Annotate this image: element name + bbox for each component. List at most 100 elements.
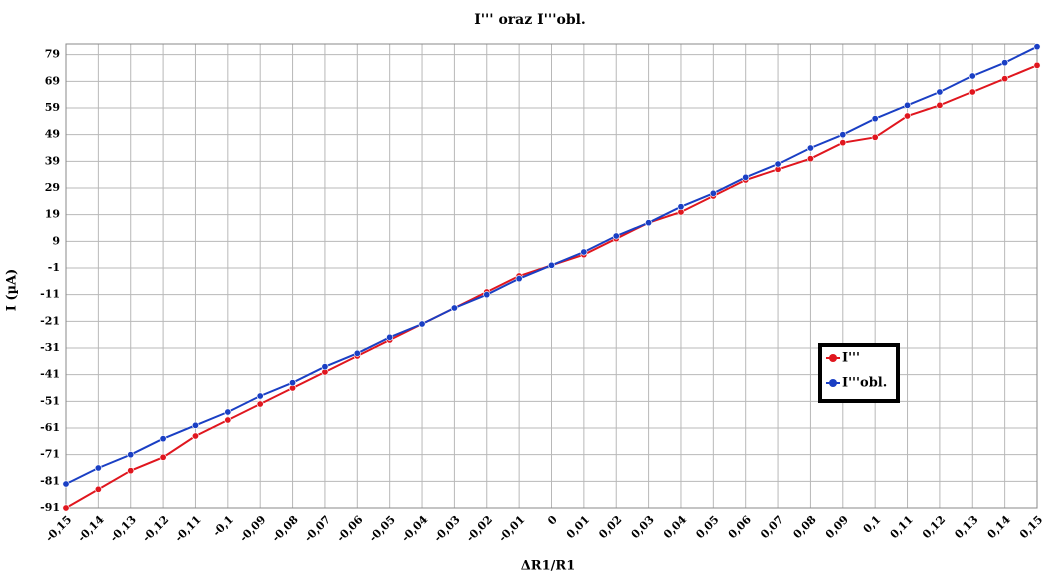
x-tick-label: 0,12: [920, 513, 948, 541]
x-axis-label: ΔR1/R1: [521, 559, 576, 574]
y-tick-label: 49: [45, 128, 60, 141]
data-point: [224, 408, 232, 416]
data-point: [806, 155, 814, 163]
data-point: [127, 467, 135, 475]
y-tick-label: -1: [48, 261, 60, 274]
data-point: [450, 304, 458, 312]
y-tick-label: -71: [40, 448, 60, 461]
x-tick-label: 0: [545, 513, 560, 528]
data-point: [1033, 61, 1041, 69]
x-tick-label: -0,11: [172, 513, 203, 544]
y-tick-label: -51: [40, 394, 60, 407]
y-tick-label: 59: [45, 101, 60, 114]
data-point: [1001, 59, 1009, 67]
data-point: [256, 400, 264, 408]
data-point: [191, 421, 199, 429]
data-point: [224, 416, 232, 424]
x-tick-label: 0,07: [758, 513, 786, 541]
data-point: [159, 435, 167, 443]
data-point: [191, 432, 199, 440]
y-tick-label: 39: [45, 154, 60, 167]
x-tick-label: 0,06: [726, 513, 754, 541]
data-point: [904, 112, 912, 120]
x-tick-label: -0,08: [269, 513, 301, 545]
data-point: [936, 88, 944, 96]
x-tick-label: -0,15: [43, 513, 74, 544]
data-point: [94, 485, 102, 493]
data-point: [839, 139, 847, 147]
data-point: [612, 232, 620, 240]
data-point: [515, 275, 523, 283]
plot-frame: [65, 43, 1038, 509]
x-tick-label: 0,11: [888, 513, 916, 541]
y-tick-label: 29: [45, 181, 60, 194]
x-tick-label: -0,01: [496, 513, 527, 544]
x-tick-label: -0,02: [464, 513, 495, 544]
x-tick-label: -0,14: [75, 513, 107, 545]
data-point: [871, 133, 879, 141]
data-point: [256, 392, 264, 400]
data-point: [483, 291, 491, 299]
data-point: [386, 333, 394, 341]
data-point: [580, 248, 588, 256]
data-point: [904, 101, 912, 109]
x-tick-label: -0,06: [334, 513, 366, 545]
x-tick-label: 0,01: [564, 513, 592, 541]
legend-swatch: [829, 354, 837, 362]
x-tick-label: 0,09: [823, 513, 851, 541]
data-point: [62, 504, 70, 512]
data-point: [936, 101, 944, 109]
data-point: [418, 320, 426, 328]
data-point: [806, 144, 814, 152]
x-tick-label: -0,05: [367, 513, 398, 544]
legend-label: I'''obl.: [842, 376, 887, 391]
y-tick-label: -61: [40, 421, 60, 434]
data-point: [321, 363, 329, 371]
y-tick-label: 79: [45, 48, 60, 61]
y-tick-label: -91: [40, 501, 60, 514]
x-tick-label: 0,03: [629, 513, 657, 541]
data-point: [839, 131, 847, 139]
x-tick-label: -0,04: [399, 513, 431, 545]
data-point: [547, 261, 555, 269]
x-tick-label: -0,13: [108, 513, 139, 544]
data-point: [968, 88, 976, 96]
data-point: [968, 72, 976, 80]
x-tick-label: 0,13: [952, 513, 980, 541]
x-tick-label: 0,15: [1017, 513, 1045, 541]
x-tick-label: -0,1: [210, 513, 236, 539]
x-tick-label: -0,12: [140, 513, 171, 544]
data-point: [709, 189, 717, 197]
x-tick-label: -0,09: [237, 513, 268, 544]
y-tick-label: 9: [52, 234, 60, 247]
y-tick-label: -41: [40, 368, 60, 381]
x-tick-label: 0,02: [596, 513, 624, 541]
data-point: [127, 451, 135, 459]
data-point: [289, 379, 297, 387]
y-tick-label: 69: [45, 74, 60, 87]
x-tick-label: -0,07: [302, 513, 333, 544]
data-point: [1033, 43, 1041, 51]
data-point: [62, 480, 70, 488]
data-point: [94, 464, 102, 472]
data-point: [742, 173, 750, 181]
x-tick-label: 0,04: [661, 513, 689, 541]
chart-title: I''' oraz I'''obl.: [474, 12, 586, 28]
data-point: [774, 160, 782, 168]
x-tick-label: -0,03: [431, 513, 462, 544]
x-tick-label: 0,08: [791, 513, 819, 541]
data-point: [871, 115, 879, 123]
y-tick-label: -81: [40, 474, 60, 487]
y-tick-label: -21: [40, 314, 60, 327]
data-point: [353, 349, 361, 357]
data-point: [645, 219, 653, 227]
y-tick-label: -11: [40, 288, 60, 301]
x-tick-label: 0,1: [861, 513, 884, 536]
legend-swatch: [829, 379, 837, 387]
y-tick-label: 19: [45, 208, 60, 221]
x-tick-label: 0,14: [985, 513, 1013, 541]
data-point: [1001, 75, 1009, 83]
y-axis-label: I (µA): [5, 269, 20, 312]
data-point: [159, 453, 167, 461]
